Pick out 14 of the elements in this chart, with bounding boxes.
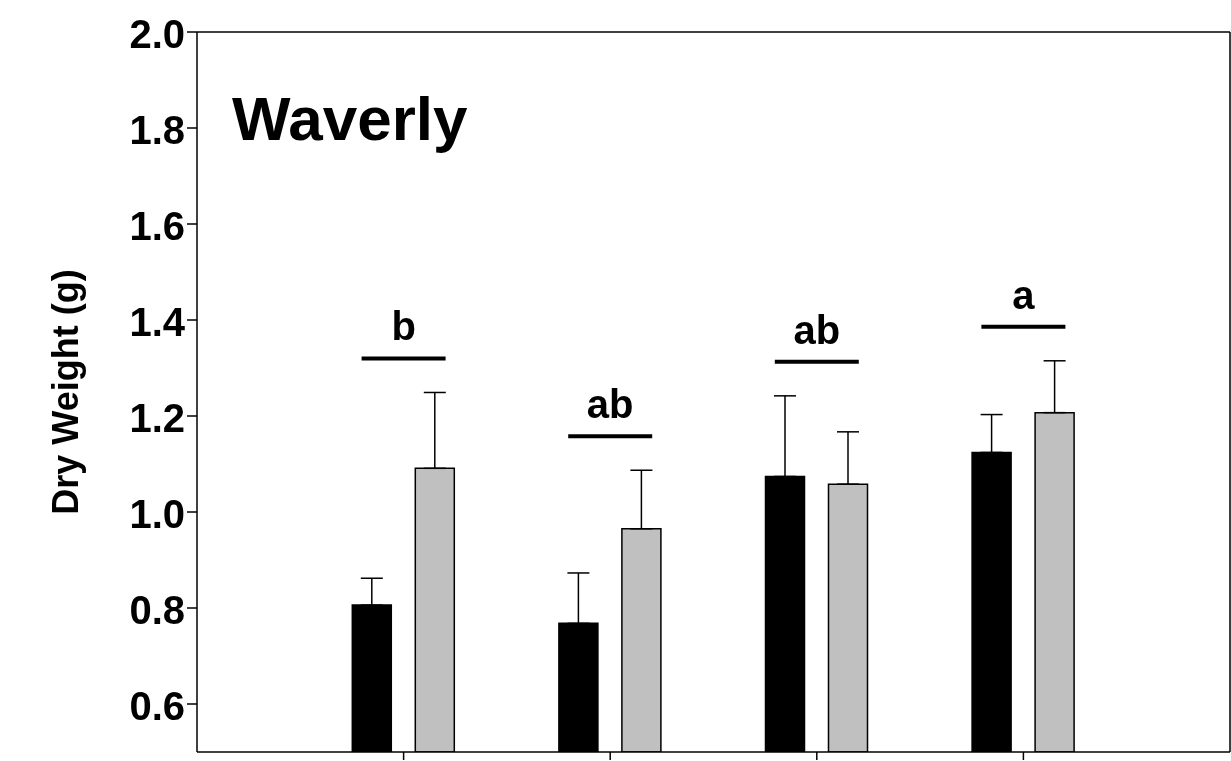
annotation: ab <box>793 307 841 352</box>
y-tick-label: 1.0 <box>129 492 185 537</box>
annotation: ab <box>586 382 634 427</box>
y-tick-label: 0.8 <box>129 588 185 633</box>
y-tick-label: 1.8 <box>129 108 185 153</box>
annotation: b <box>391 304 416 349</box>
annotation: a <box>1012 272 1036 317</box>
y-tick-label: 2.0 <box>129 12 185 57</box>
y-axis-title: Dry Weight (g) <box>45 269 86 515</box>
y-tick-label: 1.6 <box>129 204 185 249</box>
y-tick-label: 0.6 <box>129 684 185 729</box>
y-tick-label: 1.4 <box>129 300 186 345</box>
text: Waverly <box>232 84 469 153</box>
y-tick-label: 1.2 <box>129 396 185 441</box>
